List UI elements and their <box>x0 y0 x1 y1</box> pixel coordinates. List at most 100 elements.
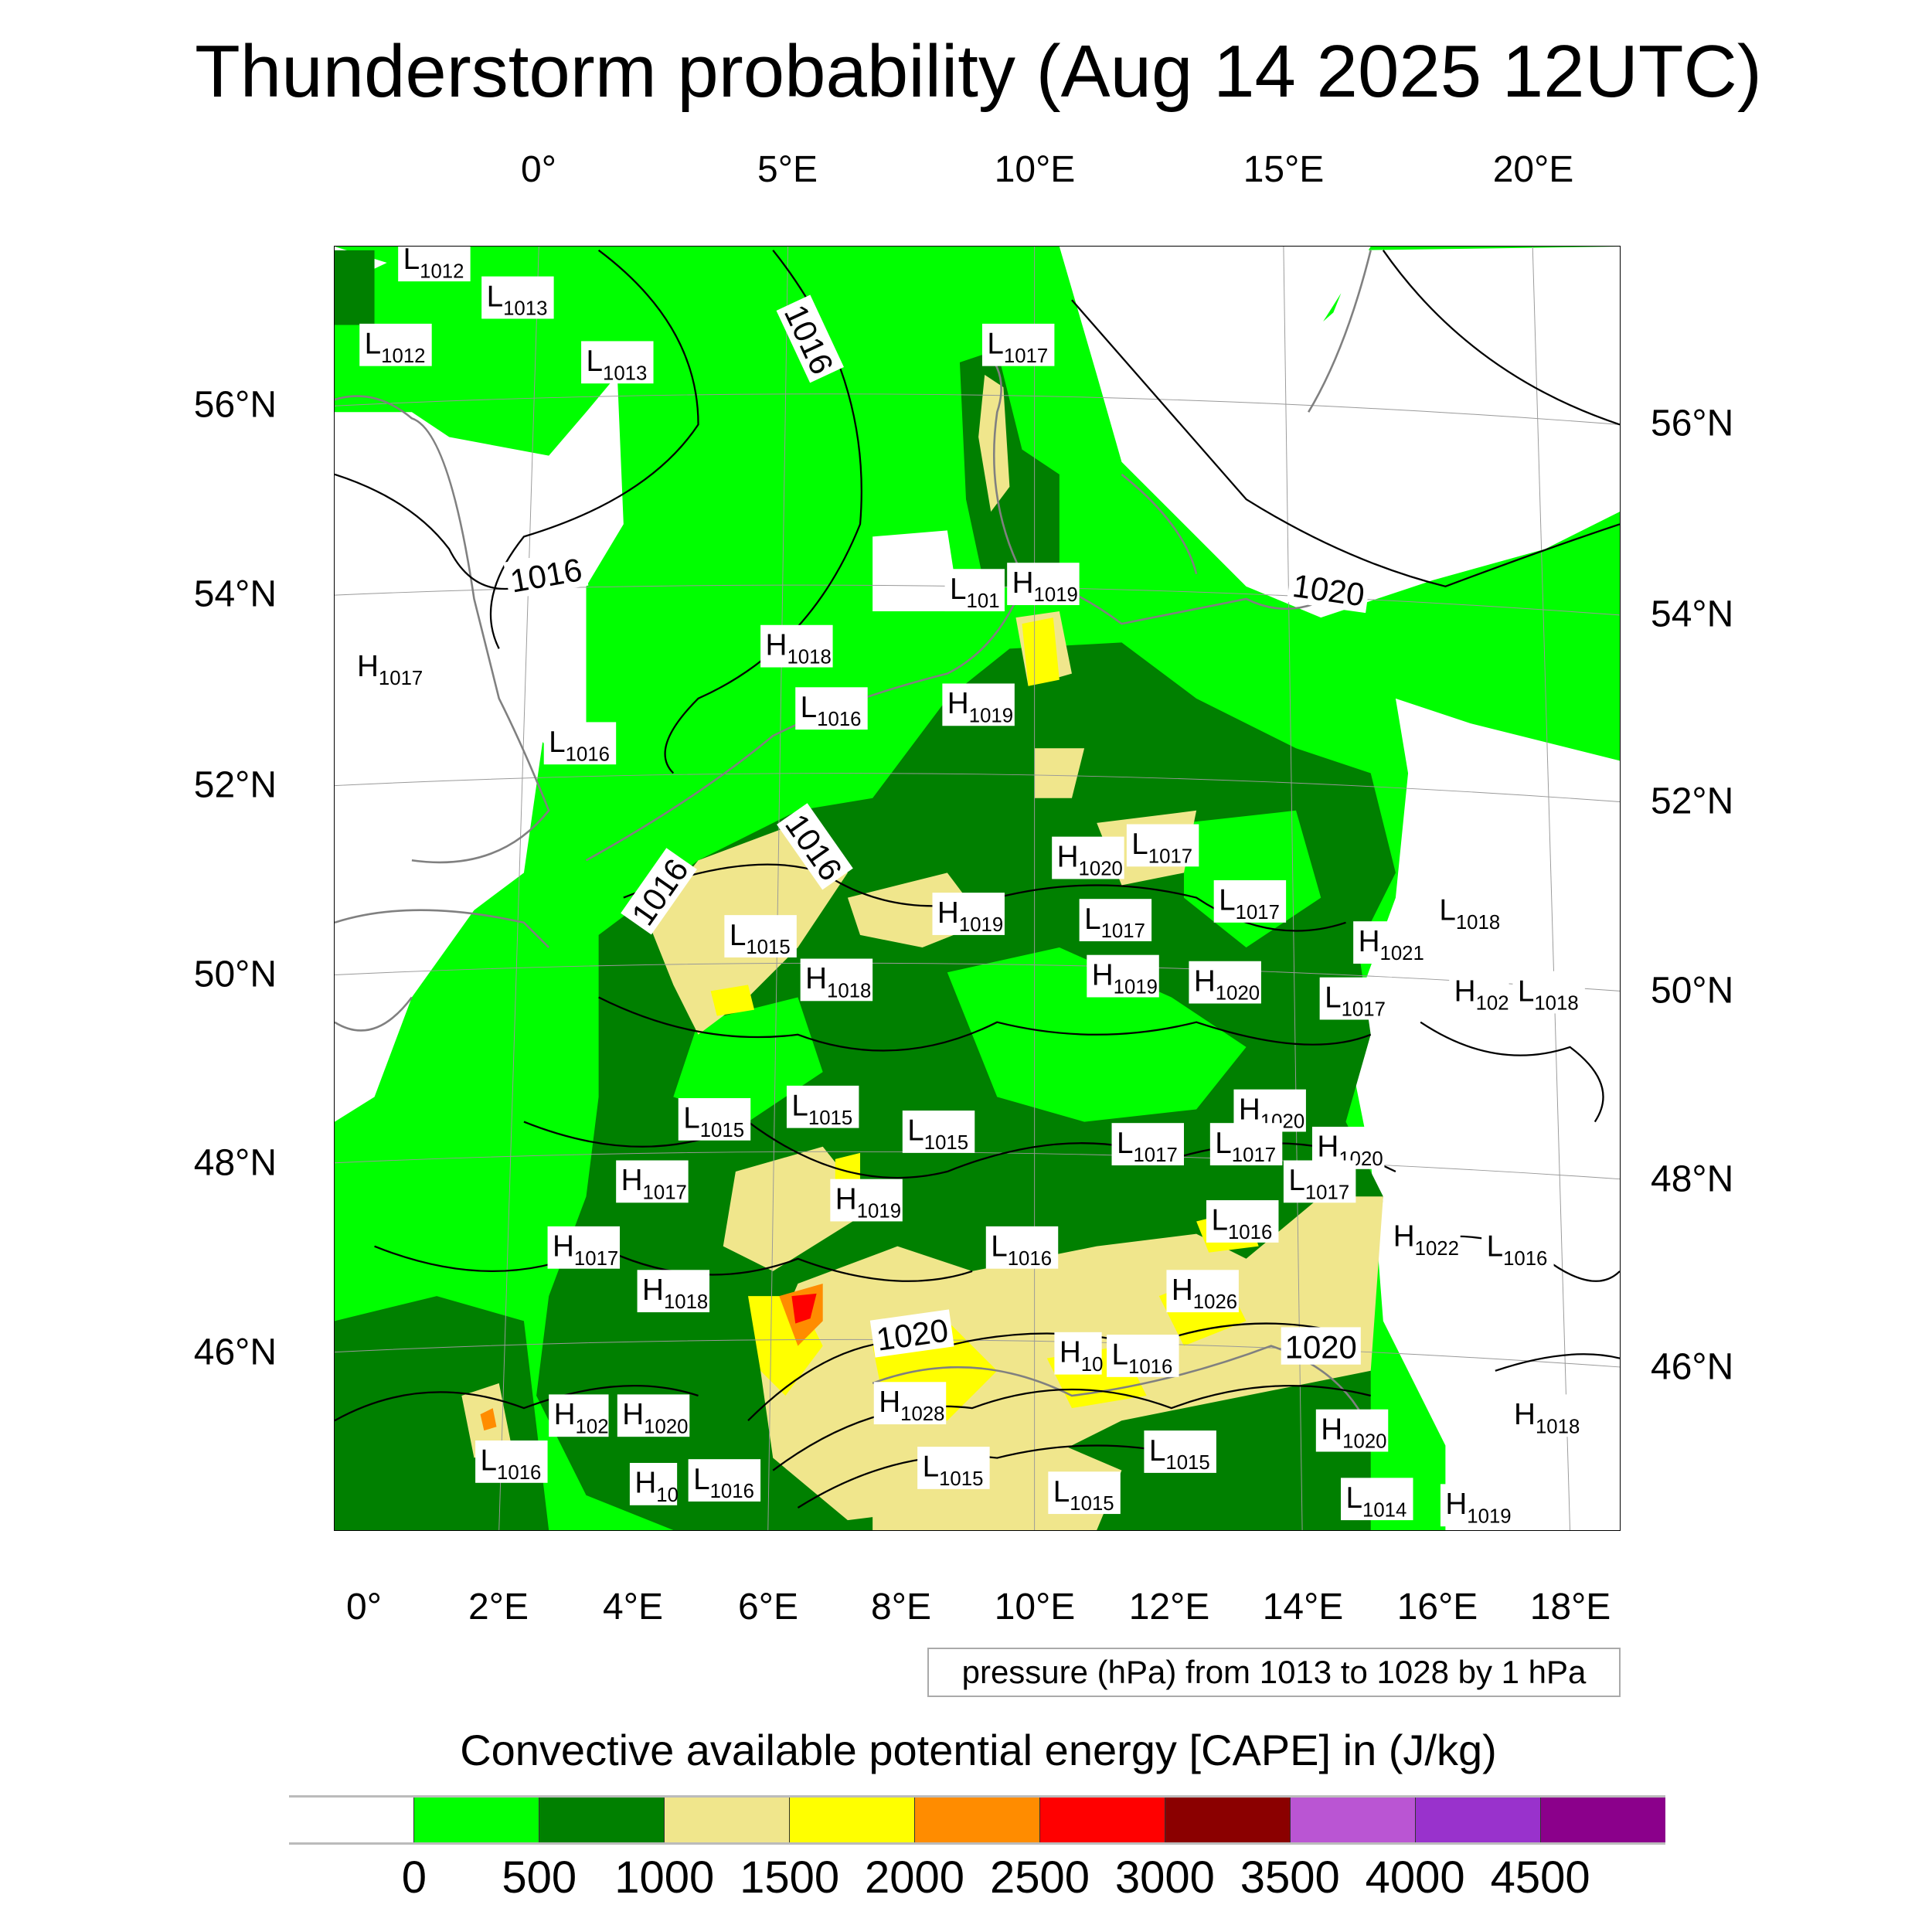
right-lat-label: 46°N <box>1651 1346 1734 1388</box>
svg-text:H1020: H1020 <box>1239 1093 1304 1132</box>
low-pressure-label: L1015 <box>786 1085 859 1129</box>
colorbar-swatch <box>289 1798 413 1842</box>
bottom-lon-label: 0° <box>346 1587 382 1628</box>
high-pressure-label: H1020 <box>1189 961 1261 1005</box>
colorbar <box>289 1795 1665 1845</box>
low-pressure-label: L1017 <box>981 323 1055 367</box>
high-pressure-label: H102 <box>1449 971 1509 1015</box>
svg-text:H1019: H1019 <box>937 896 1003 936</box>
colorbar-label: 2000 <box>865 1852 965 1903</box>
low-pressure-label: L1016 <box>795 687 868 730</box>
right-lat-label: 50°N <box>1651 970 1734 1012</box>
colorbar-title: Convective available potential energy [C… <box>460 1726 1497 1774</box>
svg-text:L1016: L1016 <box>991 1230 1052 1270</box>
high-pressure-label: H1026 <box>1166 1270 1239 1313</box>
svg-text:H1019: H1019 <box>1445 1488 1511 1527</box>
colorbar-label: 1000 <box>614 1852 715 1903</box>
svg-text:L1016: L1016 <box>549 726 610 765</box>
top-lon-label: 0° <box>521 149 556 190</box>
bottom-lon-label: 8°E <box>871 1587 931 1628</box>
high-pressure-label: H1021 <box>1353 921 1426 964</box>
colorbar-swatch <box>1039 1798 1165 1842</box>
top-lon-label: 15°E <box>1243 149 1325 190</box>
bottom-lon-label: 4°E <box>603 1587 663 1628</box>
svg-text:L1017: L1017 <box>1117 1127 1178 1166</box>
high-pressure-label: H1020 <box>1311 1127 1385 1170</box>
svg-text:L1017: L1017 <box>1325 981 1386 1020</box>
high-pressure-label: H1020 <box>617 1394 690 1437</box>
low-pressure-label: L1016 <box>985 1226 1059 1270</box>
high-pressure-label: H1017 <box>616 1160 689 1203</box>
low-pressure-label: L1016 <box>1206 1200 1279 1243</box>
svg-text:L1018: L1018 <box>1518 975 1579 1014</box>
colorbar-label: 3500 <box>1240 1852 1340 1903</box>
svg-text:H1019: H1019 <box>1092 958 1158 998</box>
low-pressure-label: L1017 <box>1209 1123 1283 1166</box>
low-pressure-label: L1016 <box>688 1459 761 1502</box>
svg-text:L1015: L1015 <box>791 1090 852 1129</box>
low-pressure-label: L1015 <box>902 1111 975 1154</box>
colorbar-swatch <box>1165 1798 1290 1842</box>
low-pressure-label: L1016 <box>475 1440 548 1484</box>
high-pressure-label: H1018 <box>637 1270 710 1313</box>
svg-text:1020: 1020 <box>1285 1329 1357 1366</box>
svg-text:L1015: L1015 <box>730 919 791 958</box>
colorbar-label: 0 <box>401 1852 427 1903</box>
colorbar-label: 2500 <box>989 1852 1090 1903</box>
top-lon-label: 20°E <box>1492 149 1574 190</box>
colorbar-swatch <box>539 1798 664 1842</box>
low-pressure-label: L1017 <box>1126 824 1199 867</box>
colorbar-swatch <box>413 1798 539 1842</box>
bottom-lon-label: 10°E <box>994 1587 1076 1628</box>
svg-text:H1017: H1017 <box>621 1164 687 1203</box>
low-pressure-label: L1018 <box>1434 889 1507 934</box>
svg-text:H10: H10 <box>634 1467 679 1506</box>
high-pressure-label: H1019 <box>830 1179 903 1223</box>
svg-text:H1020: H1020 <box>1057 840 1123 879</box>
high-pressure-label: H1019 <box>1440 1484 1513 1527</box>
colorbar-swatch <box>1540 1798 1665 1842</box>
colorbar-swatch <box>1290 1798 1415 1842</box>
high-pressure-label: H10 <box>629 1463 679 1506</box>
bottom-lon-label: 14°E <box>1262 1587 1344 1628</box>
svg-text:H1018: H1018 <box>766 628 832 668</box>
right-lat-label: 48°N <box>1651 1158 1734 1200</box>
low-pressure-label: L1016 <box>1481 1226 1554 1270</box>
low-pressure-label: L1017 <box>1283 1160 1356 1203</box>
colorbar-swatch <box>664 1798 789 1842</box>
svg-text:L1014: L1014 <box>1345 1481 1406 1521</box>
high-pressure-label: H1017 <box>352 646 425 689</box>
svg-text:L1017: L1017 <box>1288 1164 1349 1203</box>
chart-title: Thunderstorm probability (Aug 14 2025 12… <box>195 30 1762 113</box>
left-lat-label: 56°N <box>193 384 277 426</box>
svg-text:H1019: H1019 <box>835 1182 901 1222</box>
svg-text:L1017: L1017 <box>1131 828 1192 867</box>
left-lat-label: 48°N <box>193 1142 277 1184</box>
svg-text:L1017: L1017 <box>1084 903 1145 942</box>
svg-text:H1018: H1018 <box>805 962 871 1002</box>
right-lat-label: 56°N <box>1651 403 1734 444</box>
svg-text:L1016: L1016 <box>801 691 862 730</box>
left-lat-label: 46°N <box>193 1332 277 1373</box>
bottom-lon-label: 18°E <box>1529 1587 1611 1628</box>
high-pressure-label: H1028 <box>873 1382 947 1425</box>
svg-text:H1021: H1021 <box>1359 925 1424 964</box>
svg-text:L1015: L1015 <box>923 1451 984 1490</box>
svg-text:H1022: H1022 <box>1393 1220 1459 1260</box>
svg-text:H1020: H1020 <box>1321 1413 1386 1452</box>
colorbar-label: 500 <box>502 1852 577 1903</box>
svg-text:L1015: L1015 <box>683 1102 744 1141</box>
pressure-center-labels: L1012 L1013 L1012 L1013 L1017 L101 H1019 H1018 H… <box>352 247 1585 1527</box>
low-pressure-label: L1015 <box>678 1097 751 1141</box>
svg-text:L1016: L1016 <box>1487 1230 1548 1270</box>
low-pressure-label: L1013 <box>581 341 654 384</box>
svg-text:H102: H102 <box>554 1398 609 1437</box>
high-pressure-label: H1019 <box>932 893 1005 936</box>
svg-text:L1015: L1015 <box>1053 1475 1114 1515</box>
svg-text:H1019: H1019 <box>1012 566 1078 606</box>
svg-text:H1018: H1018 <box>1514 1398 1580 1437</box>
high-pressure-label: H1019 <box>1087 954 1159 998</box>
colorbar-label: 1500 <box>740 1852 840 1903</box>
bottom-lon-label: 16°E <box>1396 1587 1478 1628</box>
svg-text:L1018: L1018 <box>1439 894 1500 934</box>
